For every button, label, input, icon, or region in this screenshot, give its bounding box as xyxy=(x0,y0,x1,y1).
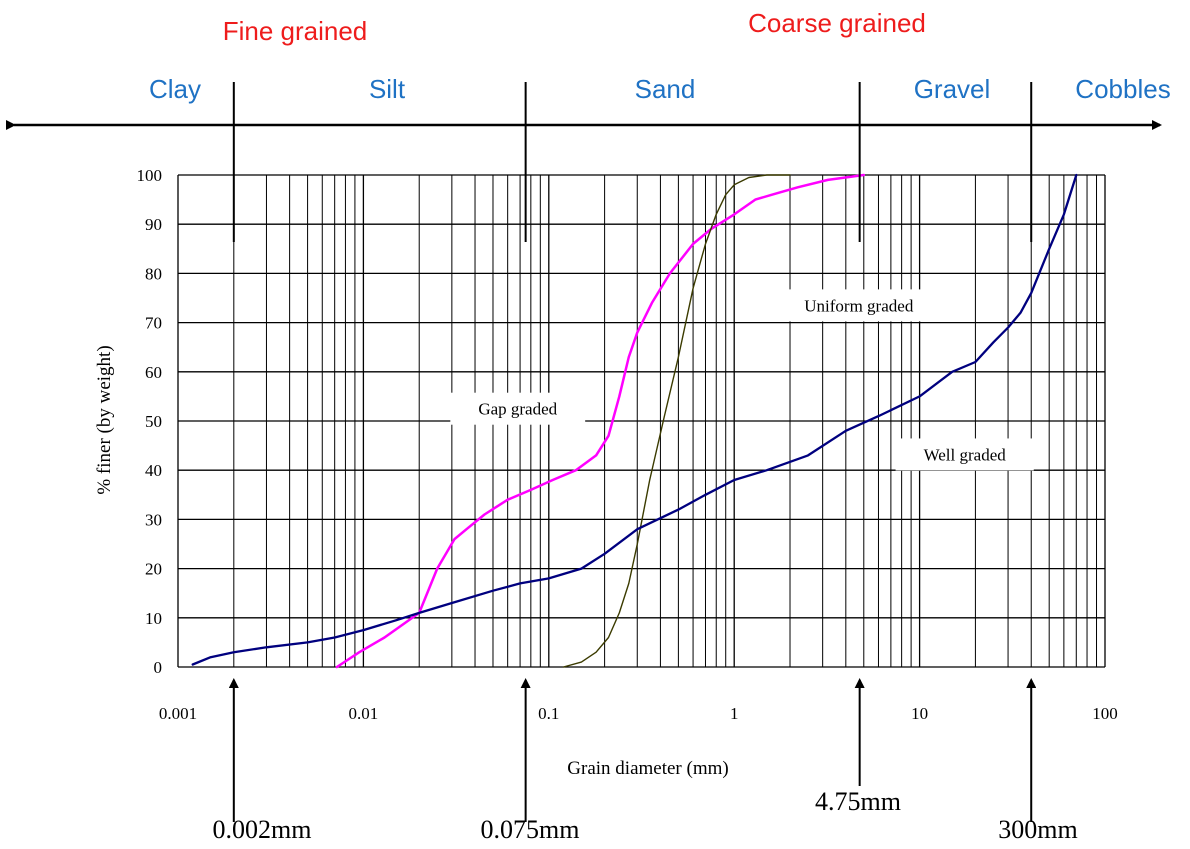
soil-type-gravel: Gravel xyxy=(914,74,991,104)
soil-type-cobbles: Cobbles xyxy=(1075,74,1170,104)
well-graded-curve xyxy=(191,173,1078,666)
plot-grid xyxy=(177,174,1106,668)
boundary-label: 0.002mm xyxy=(213,815,312,844)
annotation-box xyxy=(776,289,942,322)
x-tick-label: 0.001 xyxy=(159,704,197,723)
gap-graded-curve xyxy=(335,173,866,669)
x-tick-label: 10 xyxy=(911,704,928,723)
y-tick-label: 0 xyxy=(154,658,163,677)
soil-type-clay: Clay xyxy=(149,74,201,104)
fine-grained-label: Fine grained xyxy=(223,16,368,46)
y-tick-label: 40 xyxy=(145,461,162,480)
y-tick-label: 10 xyxy=(145,609,162,628)
curve-annotations: Gap graded Uniform graded Well graded xyxy=(450,289,1034,471)
y-tick-label: 70 xyxy=(145,314,162,333)
y-tick-label: 20 xyxy=(145,560,162,579)
annotation: Uniform graded xyxy=(776,289,942,322)
uniform-graded-curve xyxy=(562,174,791,668)
coarse-grained-label: Coarse grained xyxy=(748,8,926,38)
x-axis-label: Grain diameter (mm) xyxy=(567,758,728,779)
y-tick-label: 50 xyxy=(145,412,162,431)
soil-type-silt: Silt xyxy=(369,74,406,104)
annotation: Gap graded xyxy=(450,392,586,425)
y-tick-label: 80 xyxy=(145,264,162,283)
boundary-markers: 0.002mm 0.075mm 4.75mm 300mm xyxy=(213,678,1078,844)
y-tick-label: 100 xyxy=(137,166,163,185)
annotation-text: Well graded xyxy=(924,445,1007,464)
y-axis-label: % finer (by weight) xyxy=(94,345,115,494)
boundary-label: 0.075mm xyxy=(481,815,580,844)
annotation-text: Uniform graded xyxy=(804,296,914,315)
y-tick-label: 60 xyxy=(145,363,162,382)
annotation-box xyxy=(895,438,1034,471)
y-tick-label: 90 xyxy=(145,215,162,234)
x-tick-label: 100 xyxy=(1092,704,1118,723)
soil-type-sand: Sand xyxy=(635,74,696,104)
x-tick-label: 1 xyxy=(730,704,739,723)
y-tick-label: 30 xyxy=(145,510,162,529)
annotation-box xyxy=(450,392,586,425)
annotation-text: Gap graded xyxy=(478,400,557,419)
x-tick-label: 0.1 xyxy=(538,704,559,723)
gradation-curves xyxy=(191,173,1078,669)
x-tick-label: 0.01 xyxy=(349,704,379,723)
boundary-label: 300mm xyxy=(998,815,1077,844)
annotation: Well graded xyxy=(895,438,1034,471)
axis-ticks: 0 10 20 30 40 50 60 70 80 90 100 0.001 0.01 0.1 1 10 100 xyxy=(137,166,1118,723)
boundary-label: 4.75mm xyxy=(815,787,901,816)
soil-type-dividers xyxy=(232,82,1033,242)
